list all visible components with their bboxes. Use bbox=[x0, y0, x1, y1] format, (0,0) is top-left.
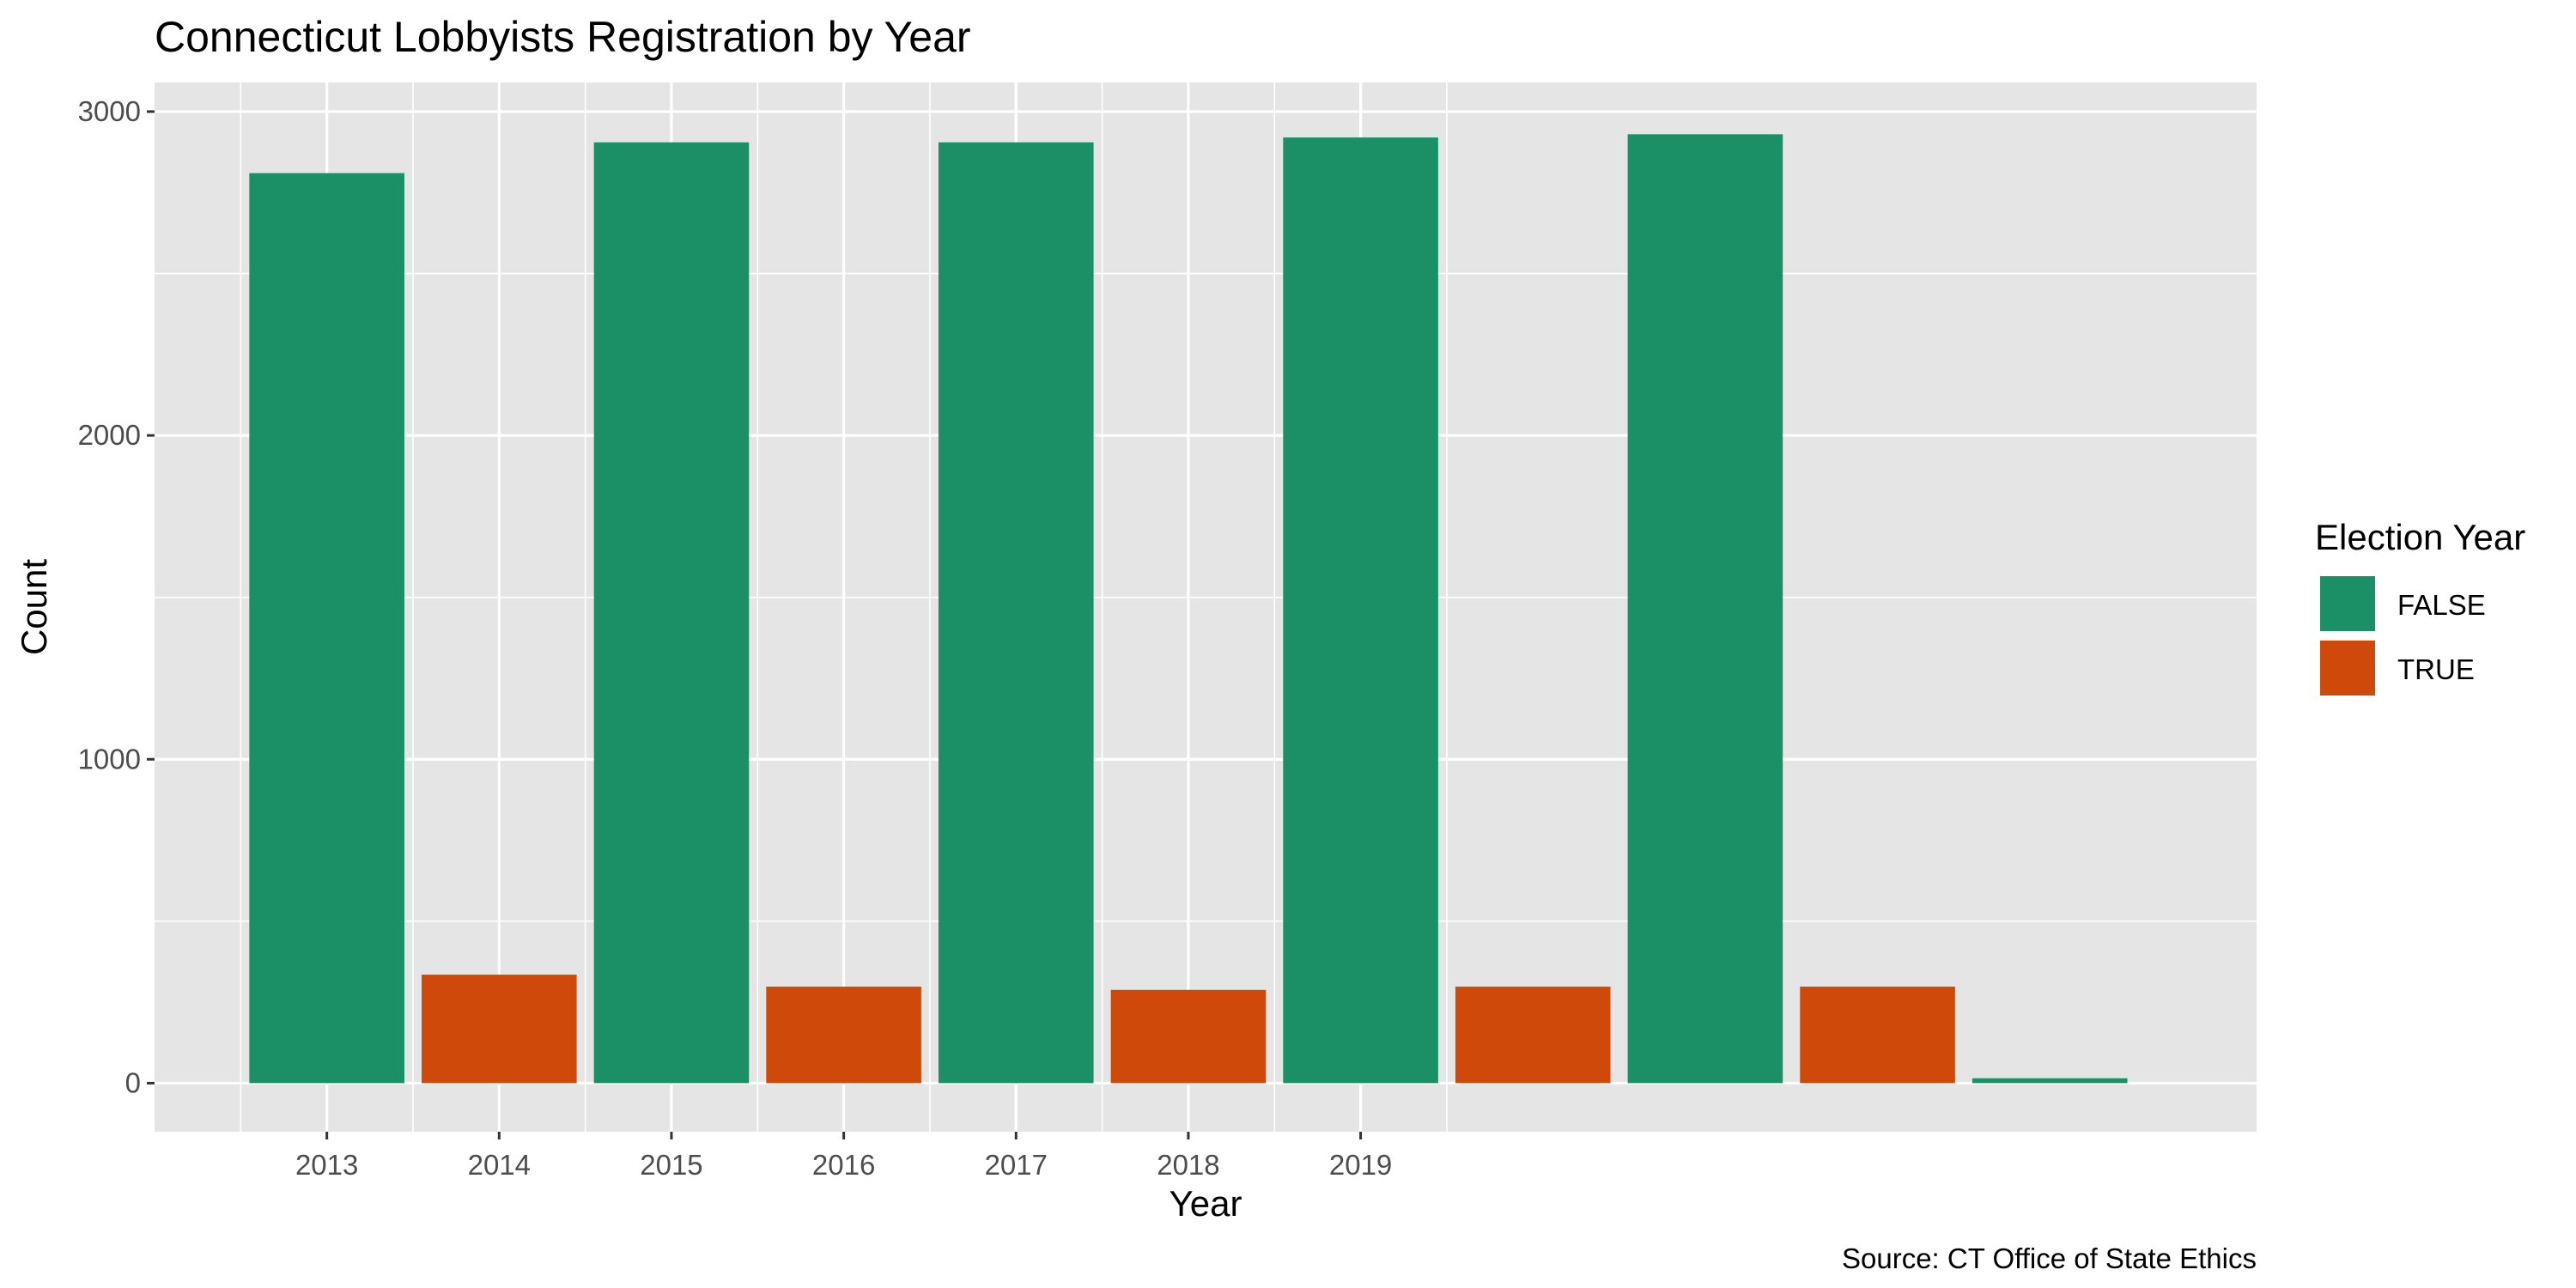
bar-9-false bbox=[1627, 134, 1783, 1084]
x-tick-label: 2015 bbox=[640, 1149, 702, 1181]
x-tick-label: 2018 bbox=[1157, 1149, 1219, 1181]
bar-7-false bbox=[1283, 137, 1438, 1084]
y-tick-label: 3000 bbox=[78, 95, 141, 127]
bar-10-true bbox=[1800, 987, 1955, 1084]
x-tick-label: 2019 bbox=[1329, 1149, 1392, 1181]
chart-caption: Source: CT Office of State Ethics bbox=[1842, 1242, 2257, 1274]
bar-11-false bbox=[1971, 1078, 2128, 1084]
x-tick-label: 2014 bbox=[468, 1149, 531, 1181]
bar-4-true bbox=[766, 987, 921, 1084]
x-tick-label: 2013 bbox=[295, 1149, 358, 1181]
x-tick-label: 2016 bbox=[812, 1149, 875, 1181]
bar-6-true bbox=[1110, 989, 1267, 1084]
legend: Election Year FALSE TRUE bbox=[2315, 517, 2525, 696]
legend-label-true: TRUE bbox=[2397, 653, 2475, 685]
bar-5-false bbox=[938, 142, 1094, 1084]
legend-key-true bbox=[2320, 641, 2375, 696]
x-tick-label: 2017 bbox=[985, 1149, 1048, 1181]
bar-8-true bbox=[1455, 987, 1611, 1084]
x-axis: 2013 2014 2015 2016 2017 2018 2019 bbox=[295, 1132, 1392, 1181]
y-tick-label: 2000 bbox=[78, 419, 141, 451]
legend-title: Election Year bbox=[2315, 517, 2525, 557]
y-tick-label: 0 bbox=[125, 1066, 141, 1098]
legend-key-false bbox=[2320, 576, 2375, 631]
chart-title: Connecticut Lobbyists Registration by Ye… bbox=[155, 13, 971, 61]
bar-1-false bbox=[249, 173, 404, 1084]
bar-2-true bbox=[422, 975, 577, 1084]
bars bbox=[249, 134, 2128, 1084]
y-tick-label: 1000 bbox=[78, 743, 141, 775]
plot-panel bbox=[155, 82, 2257, 1132]
bar-3-false bbox=[593, 142, 750, 1084]
x-axis-title: Year bbox=[1170, 1183, 1242, 1224]
legend-label-false: FALSE bbox=[2397, 589, 2486, 621]
y-axis: 0 1000 2000 3000 bbox=[78, 95, 155, 1098]
y-axis-title: Count bbox=[14, 559, 54, 655]
minor-gridlines bbox=[155, 82, 2257, 1132]
